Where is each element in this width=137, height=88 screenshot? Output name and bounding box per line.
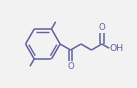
Text: O: O xyxy=(67,62,74,71)
Text: O: O xyxy=(99,23,105,32)
Text: OH: OH xyxy=(110,44,124,53)
